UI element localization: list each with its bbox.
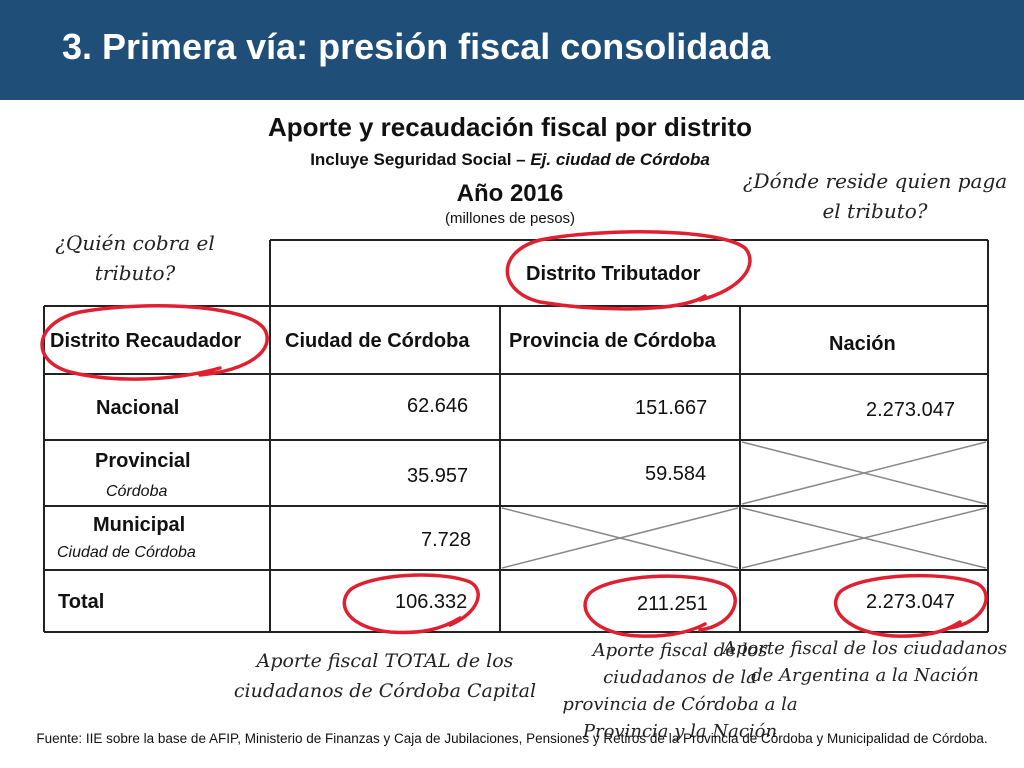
units-label: (millones de pesos) — [444, 210, 576, 227]
slide-title: 3. Primera vía: presión fiscal consolida… — [62, 26, 771, 67]
circle-total-ciudad — [342, 573, 480, 635]
annotation-where-payer: ¿Dónde reside quien paga el tributo? — [742, 169, 1008, 223]
annotation-note-province: Aporte fiscal de los ciudadanos de la pr… — [562, 640, 798, 742]
circle-distrito-recaudador — [40, 304, 269, 381]
row-label-total: Total — [58, 591, 105, 613]
column-header-nacion: Nación — [829, 333, 896, 355]
cell-total-provincia: 211.251 — [637, 593, 708, 615]
annotation-who-collects: ¿Quién cobra el tributo? — [55, 231, 215, 285]
distrito-recaudador-header: Distrito Recaudador — [50, 330, 242, 352]
row-sublabel-provincial: Córdoba — [106, 483, 168, 500]
cell-total-nacion: 2.273.047 — [866, 591, 955, 613]
annotation-note-nation: Aporte fiscal de los ciudadanos de Argen… — [722, 638, 1008, 686]
row-label-nacional: Nacional — [96, 397, 180, 419]
cell-provincial-provincia: 59.584 — [645, 463, 707, 485]
circle-total-nacion — [833, 573, 988, 638]
circle-total-provincia — [583, 574, 737, 638]
cell-nacional-ciudad: 62.646 — [407, 395, 469, 417]
circle-distrito-tributador — [505, 230, 752, 311]
column-header-provincia: Provincia de Córdoba — [509, 330, 716, 352]
distrito-tributador-header: Distrito Tributador — [526, 263, 701, 285]
empty-cell-crosses — [501, 441, 987, 569]
cell-municipal-ciudad: 7.728 — [421, 529, 472, 551]
row-label-provincial: Provincial — [95, 450, 191, 472]
chart-subtitle: Incluye Seguridad Social – Ej. ciudad de… — [200, 150, 820, 170]
cell-nacional-nacion: 2.273.047 — [866, 399, 955, 421]
cell-total-ciudad: 106.332 — [395, 591, 468, 613]
annotation-note-city: Aporte fiscal TOTAL de los ciudadanos de… — [233, 650, 537, 702]
row-label-municipal: Municipal — [93, 514, 186, 536]
cell-nacional-provincia: 151.667 — [635, 397, 708, 419]
chart-title: Aporte y recaudación fiscal por distrito — [268, 112, 752, 142]
row-sublabel-municipal: Ciudad de Córdoba — [57, 544, 196, 561]
title-bar: 3. Primera vía: presión fiscal consolida… — [0, 0, 1024, 100]
column-header-ciudad: Ciudad de Córdoba — [285, 330, 470, 352]
year-label: Año 2016 — [456, 180, 564, 207]
cell-provincial-ciudad: 35.957 — [407, 465, 469, 487]
source-footnote: Fuente: IIE sobre la base de AFIP, Minis… — [36, 731, 988, 746]
subtitle-plain: Incluye Seguridad Social – — [310, 150, 531, 169]
subtitle-italic: Ej. ciudad de Córdoba — [530, 150, 710, 169]
